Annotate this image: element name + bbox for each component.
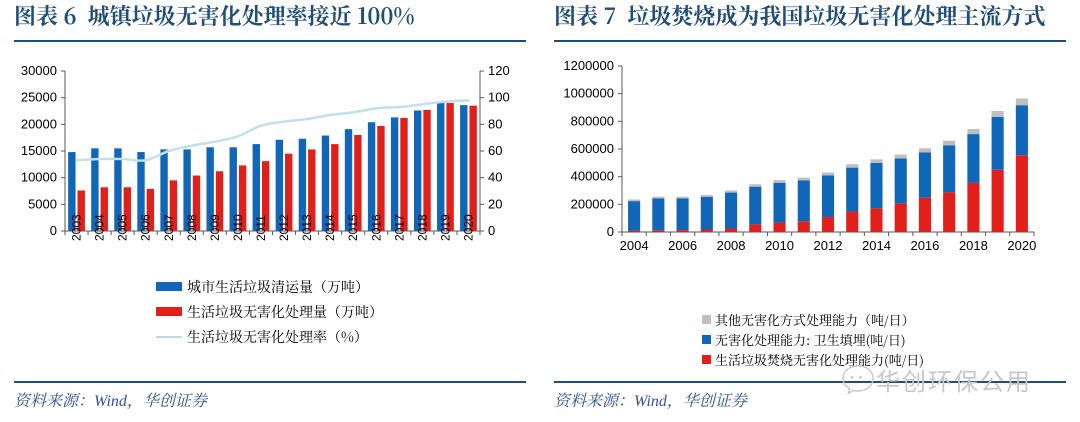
svg-text:2019: 2019 — [438, 214, 452, 241]
svg-text:2020: 2020 — [461, 214, 475, 241]
svg-text:2020: 2020 — [1007, 238, 1036, 250]
svg-text:2003: 2003 — [70, 214, 84, 241]
svg-text:2008: 2008 — [185, 214, 199, 241]
svg-text:2009: 2009 — [208, 214, 222, 241]
svg-text:600000: 600000 — [571, 141, 614, 156]
svg-text:2006: 2006 — [139, 214, 153, 241]
svg-text:2018: 2018 — [415, 214, 429, 241]
svg-text:2013: 2013 — [300, 214, 314, 241]
svg-text:10000: 10000 — [21, 170, 57, 185]
svg-text:15000: 15000 — [21, 143, 57, 158]
svg-text:1200000: 1200000 — [563, 58, 614, 73]
svg-text:120: 120 — [488, 63, 510, 78]
svg-text:2010: 2010 — [231, 214, 245, 241]
svg-text:100: 100 — [488, 90, 510, 105]
svg-text:2014: 2014 — [862, 238, 891, 250]
svg-text:2008: 2008 — [717, 238, 746, 250]
svg-text:0: 0 — [488, 223, 495, 238]
svg-text:25000: 25000 — [21, 90, 57, 105]
svg-text:5000: 5000 — [28, 196, 57, 211]
svg-text:2011: 2011 — [254, 215, 268, 241]
svg-text:2010: 2010 — [765, 238, 794, 250]
svg-text:60: 60 — [488, 143, 502, 158]
svg-text:2004: 2004 — [620, 238, 649, 250]
svg-text:2015: 2015 — [346, 214, 360, 241]
svg-text:20000: 20000 — [21, 116, 57, 131]
svg-text:2016: 2016 — [369, 214, 383, 241]
svg-text:20: 20 — [488, 196, 502, 211]
svg-text:2005: 2005 — [116, 214, 130, 241]
svg-text:200000: 200000 — [571, 196, 614, 211]
svg-text:2007: 2007 — [162, 214, 176, 241]
svg-text:1000000: 1000000 — [563, 86, 614, 101]
svg-text:30000: 30000 — [21, 63, 57, 78]
svg-text:40: 40 — [488, 170, 502, 185]
svg-text:2012: 2012 — [814, 238, 843, 250]
svg-text:80: 80 — [488, 116, 502, 131]
svg-text:2017: 2017 — [392, 214, 406, 241]
svg-text:800000: 800000 — [571, 113, 614, 128]
svg-text:2004: 2004 — [93, 214, 107, 241]
svg-text:0: 0 — [50, 223, 57, 238]
svg-text:0: 0 — [607, 224, 614, 239]
svg-text:400000: 400000 — [571, 169, 614, 184]
svg-text:2016: 2016 — [910, 238, 939, 250]
svg-text:2006: 2006 — [668, 238, 697, 250]
svg-text:2012: 2012 — [277, 214, 291, 241]
svg-text:2018: 2018 — [959, 238, 988, 250]
svg-text:2014: 2014 — [323, 214, 337, 241]
